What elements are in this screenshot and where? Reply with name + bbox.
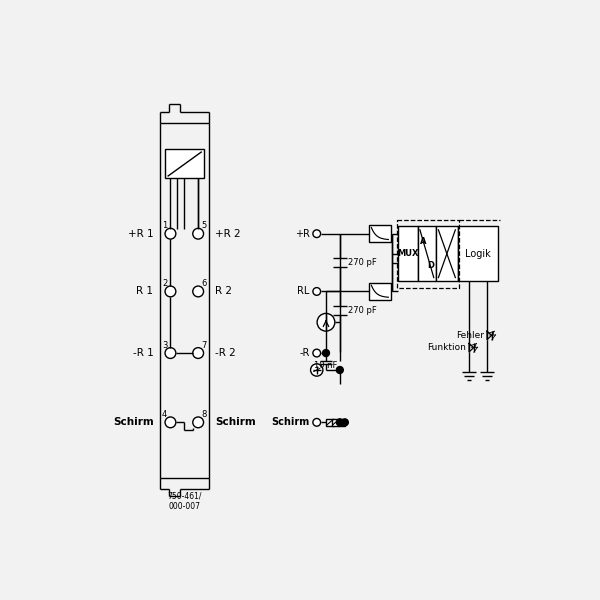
Text: MUX: MUX [397,249,419,258]
Text: -R 1: -R 1 [133,348,154,358]
Text: 3: 3 [162,341,167,350]
Circle shape [337,419,343,426]
Circle shape [165,347,176,358]
Circle shape [193,417,203,428]
Circle shape [341,419,349,426]
Text: Schirm: Schirm [113,418,154,427]
Text: -R: -R [299,348,310,358]
Text: 270 pF: 270 pF [349,306,377,315]
Text: A: A [420,237,427,246]
Circle shape [323,350,329,356]
Text: RL: RL [298,286,310,296]
Circle shape [313,419,320,426]
Text: Fehler: Fehler [456,331,484,340]
Text: 2: 2 [162,279,167,288]
Text: +R: +R [295,229,310,239]
Circle shape [337,367,343,373]
Text: Schirm: Schirm [215,418,256,427]
Text: 6: 6 [201,279,206,288]
Text: -R 2: -R 2 [215,348,236,358]
Bar [398,226,418,281]
Bar [332,419,340,426]
Text: +R 1: +R 1 [128,229,154,239]
Bar [369,283,391,300]
Bar [458,226,499,281]
Bar [369,225,391,242]
Text: 270 pF: 270 pF [349,258,377,267]
Circle shape [165,417,176,428]
Text: R 1: R 1 [137,286,154,296]
Circle shape [193,347,203,358]
Text: 8: 8 [201,410,206,419]
Text: Logik: Logik [465,249,491,259]
Circle shape [311,364,323,376]
Text: Funktion: Funktion [427,343,466,352]
Circle shape [313,230,320,238]
Text: 5: 5 [201,221,206,230]
Text: Schirm: Schirm [272,418,310,427]
Circle shape [165,229,176,239]
Bar [326,419,334,426]
Text: 1: 1 [162,221,167,230]
Circle shape [193,286,203,297]
Circle shape [193,229,203,239]
Circle shape [317,313,335,331]
Text: +R 2: +R 2 [215,229,241,239]
Bar [165,149,203,178]
Circle shape [313,349,320,357]
Bar [418,226,436,281]
Text: D: D [427,262,434,271]
Text: 750-461/
000-007: 750-461/ 000-007 [167,491,202,511]
Bar [338,419,345,426]
Text: 10 nF: 10 nF [314,361,337,370]
Text: 4: 4 [162,410,167,419]
Circle shape [165,286,176,297]
Text: 7: 7 [201,341,206,350]
Text: R 2: R 2 [215,286,232,296]
Circle shape [313,287,320,295]
Bar [397,220,459,287]
Bar [436,226,458,281]
